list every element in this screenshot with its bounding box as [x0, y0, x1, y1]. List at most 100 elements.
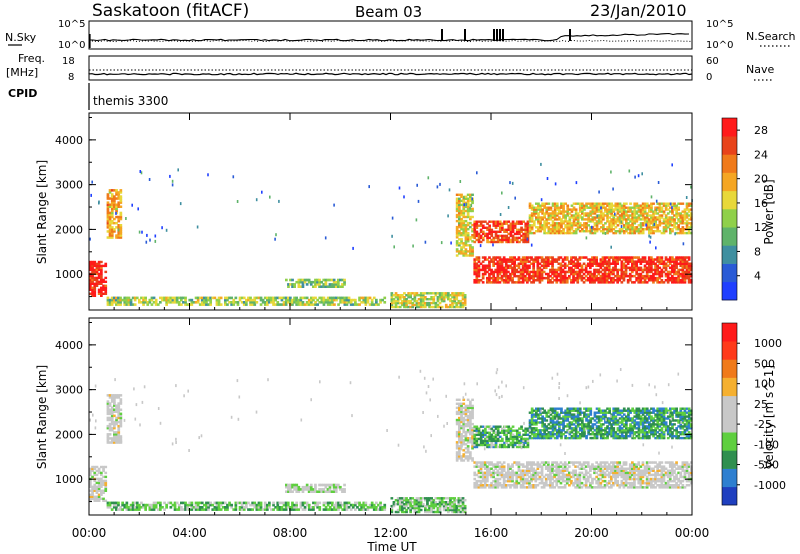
heatmap-cell — [324, 236, 327, 240]
heatmap-cell — [117, 406, 121, 409]
heatmap-cell — [93, 288, 97, 291]
heatmap-cell — [110, 230, 114, 233]
heatmap-cell — [462, 439, 466, 442]
heatmap-cell — [196, 296, 200, 300]
heatmap-cell — [460, 232, 463, 235]
heatmap-cell — [140, 171, 143, 175]
heatmap-cell — [108, 426, 112, 430]
heatmap-cell — [635, 210, 639, 213]
heatmap-cell — [528, 220, 532, 223]
heatmap-cell — [473, 279, 477, 282]
heatmap-cell — [138, 508, 141, 511]
heatmap-cell — [483, 256, 487, 259]
heatmap-cell — [683, 214, 687, 217]
heatmap-cell — [511, 228, 515, 231]
heatmap-cell — [108, 429, 112, 432]
heatmap-cell — [532, 484, 535, 487]
heatmap-cell — [620, 272, 624, 276]
heatmap-cell — [159, 508, 162, 511]
heatmap-cell — [115, 437, 118, 440]
heatmap-cell — [117, 234, 121, 237]
heatmap-cell — [557, 465, 561, 468]
heatmap-cell — [95, 280, 99, 283]
heatmap-cell — [102, 280, 105, 283]
heatmap-cell — [190, 301, 194, 304]
heatmap-cell — [492, 272, 495, 276]
heatmap-cell — [488, 224, 491, 227]
heatmap-cell — [568, 465, 571, 468]
heatmap-cell — [339, 301, 342, 304]
heatmap-cell — [100, 280, 103, 283]
heatmap-cell — [583, 204, 586, 207]
heatmap-cell — [481, 268, 485, 272]
heatmap-cell — [200, 296, 204, 300]
heatmap-cell — [544, 461, 548, 464]
heatmap-cell — [469, 248, 472, 251]
heatmap-cell — [664, 218, 668, 221]
heatmap-cell — [530, 467, 533, 470]
heatmap-cell — [622, 484, 626, 487]
heatmap-cell — [519, 477, 523, 481]
heatmap-cell — [182, 508, 185, 511]
heatmap-cell — [295, 301, 298, 304]
heatmap-cell — [496, 469, 500, 472]
heatmap-cell — [532, 281, 535, 284]
heatmap-cell — [677, 208, 680, 211]
heatmap-cell — [504, 486, 508, 489]
heatmap-cell — [217, 301, 221, 304]
heatmap-cell — [549, 228, 553, 231]
heatmap-cell — [381, 506, 384, 509]
heatmap-cell — [458, 205, 461, 209]
heatmap-cell — [549, 274, 552, 278]
heatmap-cell — [471, 199, 474, 203]
heatmap-cell — [518, 232, 521, 236]
heatmap-cell — [500, 276, 504, 280]
heatmap-cell — [460, 412, 463, 416]
heatmap-cell — [622, 230, 626, 233]
heatmap-cell — [633, 204, 637, 207]
heatmap-cell — [275, 233, 277, 237]
heatmap-cell — [458, 201, 461, 205]
heatmap-cell — [115, 211, 117, 215]
heatmap-cell — [106, 230, 110, 233]
heatmap-cell — [486, 270, 489, 274]
heatmap-cell — [473, 260, 477, 263]
heatmap-cell — [589, 258, 592, 261]
heatmap-cell — [547, 274, 550, 278]
heatmap-cell — [110, 429, 114, 432]
heatmap-cell — [572, 218, 576, 221]
heatmap-cell — [438, 294, 442, 297]
heatmap-cell — [561, 274, 565, 278]
heatmap-cell — [633, 218, 637, 221]
heatmap-cell — [498, 477, 502, 481]
heatmap-cell — [528, 266, 531, 270]
heatmap-cell — [488, 232, 491, 236]
heatmap-cell — [460, 203, 463, 207]
heatmap-cell — [599, 218, 603, 221]
heatmap-cell — [620, 256, 624, 259]
heatmap-cell — [519, 276, 523, 280]
heatmap-cell — [511, 281, 514, 284]
heatmap-cell — [616, 212, 620, 215]
heatmap-cell — [647, 461, 651, 464]
heatmap-cell — [582, 272, 586, 276]
heatmap-cell — [513, 270, 516, 274]
heatmap-cell — [100, 497, 103, 500]
heatmap-cell — [517, 473, 521, 477]
heatmap-cell — [449, 298, 452, 301]
heatmap-cell — [102, 475, 105, 479]
heatmap-cell — [504, 272, 508, 276]
heatmap-cell — [337, 296, 340, 300]
heatmap-cell — [415, 301, 419, 305]
heatmap-cell — [538, 272, 542, 276]
heatmap-cell — [509, 473, 512, 477]
heatmap-cell — [605, 256, 609, 259]
heatmap-cell — [681, 226, 685, 229]
heatmap-cell — [637, 463, 641, 466]
heatmap-cell — [458, 250, 461, 253]
heatmap-cell — [203, 301, 206, 304]
heatmap-cell — [681, 222, 685, 225]
heatmap-cell — [509, 222, 513, 225]
heatmap-cell — [150, 506, 154, 509]
heatmap-cell — [471, 408, 474, 412]
